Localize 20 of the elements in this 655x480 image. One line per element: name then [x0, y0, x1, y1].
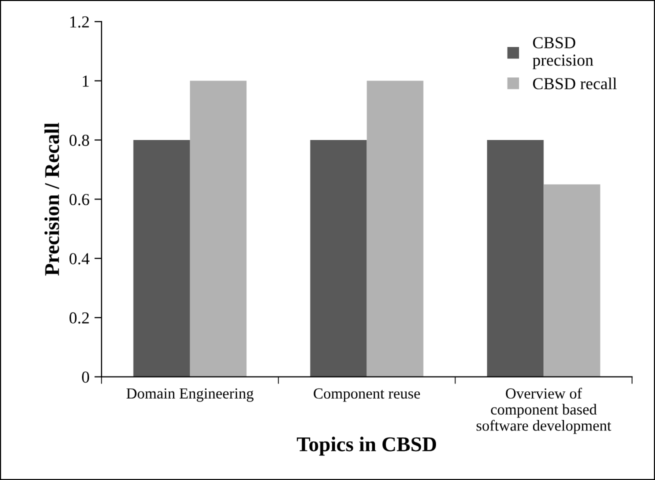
- y-tick-label: 0.6: [70, 194, 90, 206]
- bar: [310, 140, 367, 377]
- y-axis-title: Precision / Recall: [44, 122, 60, 276]
- x-tick-label: Domain Engineering: [126, 388, 254, 402]
- y-tick-label: 1.2: [70, 16, 89, 28]
- x-tick-label: Overview of component based software development: [476, 388, 612, 434]
- bar: [133, 140, 190, 377]
- y-tick-label: 0: [82, 372, 90, 383]
- legend-label: CBSD recall: [533, 78, 617, 90]
- bar: [487, 140, 544, 377]
- y-tick-label: 0.2: [70, 312, 89, 324]
- x-axis-title: Topics in CBSD: [296, 436, 436, 456]
- bar: [366, 80, 424, 377]
- bar: [544, 184, 600, 377]
- x-tick-label: Component reuse: [314, 388, 420, 402]
- y-tick-label: 1: [82, 76, 89, 87]
- y-tick-label: 0.4: [70, 253, 90, 264]
- y-tick-label: 0.8: [70, 134, 90, 146]
- bar: [190, 80, 247, 377]
- legend-label: CBSD precision: [532, 37, 594, 70]
